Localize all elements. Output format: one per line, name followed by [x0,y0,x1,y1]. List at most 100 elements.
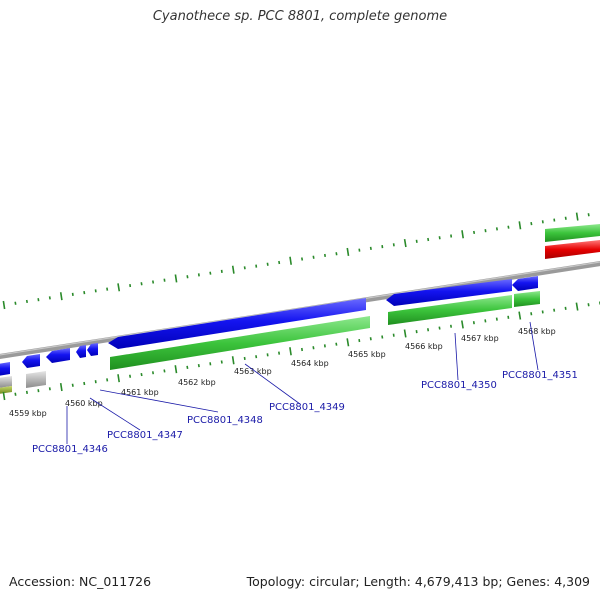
tick-mark [461,230,464,239]
tick-mark [117,374,120,383]
cds-feature-4351[interactable] [512,276,538,291]
tick-mark [106,287,109,291]
tick-mark [71,383,74,387]
tick-mark [518,221,522,230]
rna-feature-top-right[interactable] [545,240,600,259]
tick-mark [403,329,407,338]
tick-mark [152,280,155,284]
tick-mark [575,212,579,221]
gene-label-4349[interactable]: PCC8801_4349 [269,402,345,413]
tick-mark [266,262,269,266]
tick-mark [186,365,189,370]
tick-mark [278,351,281,355]
tick-mark [403,238,407,248]
tick-mark [507,225,510,229]
gene-label-4348[interactable]: PCC8801_4348 [187,415,263,426]
kbp-label: 4568 kbp [518,327,556,336]
tick-mark [427,328,430,332]
cds-feature-4348b[interactable] [87,343,98,356]
tick-mark [289,256,292,265]
tick-mark [59,292,63,301]
tick-mark [48,387,51,391]
kbp-label: 4562 kbp [178,378,216,387]
gene-label-4347[interactable]: PCC8801_4347 [107,430,183,441]
gene-label-leaders [66,321,539,444]
cds-feature-4348a[interactable] [76,345,86,358]
tick-mark [140,372,143,377]
map-title: Cyanothece sp. PCC 8801, complete genome [152,9,448,24]
tick-mark [346,247,350,257]
accession-text: Accession: NC_011726 [9,574,152,589]
tick-mark [25,299,28,304]
tick-mark [59,382,63,392]
tick-mark [346,338,350,347]
tick-mark [575,302,579,311]
tick-mark [438,326,441,330]
tick-mark [48,296,51,300]
kbp-label: 4563 kbp [234,367,272,376]
tick-mark [335,252,338,256]
gene-label-4350[interactable]: PCC8801_4350 [421,380,497,391]
tick-mark [369,246,372,251]
tick-mark [312,255,315,259]
tick-mark [174,274,178,283]
tick-mark [2,391,6,401]
gene-feature-4350[interactable] [388,295,512,325]
tick-mark [243,266,246,270]
tick-mark [129,374,132,378]
tick-mark [381,335,384,339]
kbp-label: 4565 kbp [348,350,386,359]
tick-mark [461,320,464,329]
cds-feature-4350[interactable] [386,279,512,306]
gene-feature-4349[interactable] [110,316,370,370]
tick-mark [369,337,372,341]
gene-label-4346[interactable]: PCC8801_4346 [32,444,108,455]
tick-mark [220,360,223,364]
tick-mark [484,319,487,323]
tick-mark [427,237,430,242]
gene-feature-4351[interactable] [514,291,540,307]
gene-labels: PCC8801_4346 PCC8801_4347 PCC8801_4348 P… [32,370,578,455]
tick-mark [209,271,212,275]
tick-mark [495,317,498,321]
tick-mark [140,282,143,286]
tick-mark [289,347,292,356]
cds-feature-4346[interactable] [22,354,40,368]
tick-mark [255,355,258,359]
tick-mark [14,301,17,305]
kbp-label: 4559 kbp [9,409,47,418]
tick-mark [438,236,441,240]
kbp-label: 4566 kbp [405,342,443,351]
cds-feature-4347[interactable] [46,348,70,363]
tick-mark [186,275,189,279]
kbp-labels: 4559 kbp 4560 kbp 4561 kbp 4562 kbp 4563… [9,327,556,418]
tick-mark [106,378,109,382]
tick-mark [518,311,522,320]
tick-mark [2,300,6,310]
tick-mark [564,216,567,220]
tick-mark [312,346,315,350]
tick-mark [83,381,86,386]
tick-mark [553,308,556,312]
cds-feature-4349[interactable] [108,298,366,349]
tick-mark [301,257,304,261]
gene-feature-top-right[interactable] [545,224,600,242]
gene-label-4351[interactable]: PCC8801_4351 [502,370,578,381]
misc-feature-left[interactable] [0,376,12,394]
kbp-label: 4564 kbp [291,359,329,368]
tick-mark [231,356,235,365]
tick-mark [83,290,86,295]
cds-feature-left-edge[interactable] [0,362,10,376]
tick-mark [335,342,338,346]
kbp-label: 4560 kbp [65,399,103,408]
tick-mark [587,213,590,217]
upper-tick-scale [2,212,590,310]
tick-mark [473,230,476,235]
tick-mark [530,312,533,316]
tick-mark [117,283,121,292]
genome-summary-text: Topology: circular; Length: 4,679,413 bp… [246,574,590,589]
tick-mark [174,365,178,374]
tick-mark [163,369,166,373]
tick-mark [278,260,281,265]
misc-feature-grey[interactable] [26,371,46,388]
